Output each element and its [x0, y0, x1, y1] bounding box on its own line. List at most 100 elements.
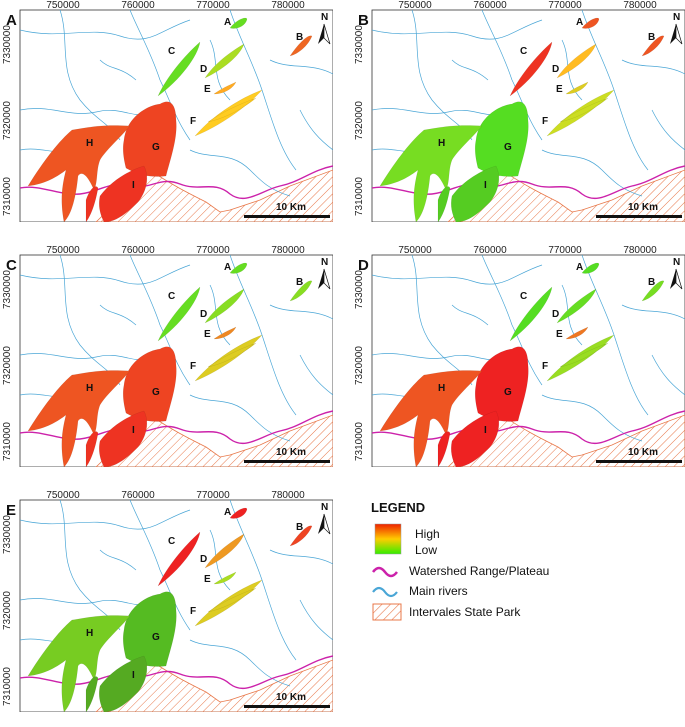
x-tick-label: 780000: [271, 490, 305, 501]
zone-label-e: E: [556, 329, 563, 340]
watershed-line: [20, 410, 333, 445]
x-tick-label: 770000: [196, 490, 230, 501]
river-line: [269, 304, 333, 320]
zone-label-b: B: [648, 32, 655, 43]
zone-label-d: D: [552, 309, 559, 320]
zone-label-i: I: [132, 670, 135, 681]
panel-letter: A: [6, 12, 17, 29]
zone-label-c: C: [520, 291, 527, 302]
river-line: [621, 304, 685, 320]
zone-label-c: C: [168, 46, 175, 57]
x-tick-label: 760000: [473, 245, 507, 256]
river-line: [372, 19, 543, 40]
legend-park: Intervales State Park: [409, 605, 521, 619]
river-line: [299, 109, 333, 151]
river-line: [20, 108, 151, 116]
zone-e: [565, 81, 589, 95]
river-line: [129, 255, 191, 386]
zone-label-d: D: [200, 309, 207, 320]
watershed-line-icon: [372, 566, 398, 578]
zone-b: [289, 35, 313, 57]
legend-low: Low: [415, 543, 438, 557]
north-label: N: [673, 257, 680, 268]
legend-rivers: Main rivers: [409, 584, 468, 598]
map-panel-c: 750000 760000 770000 780000 7330000 7320000 73…: [0, 245, 333, 467]
zone-d: [556, 288, 597, 324]
zone-b: [289, 280, 313, 302]
river-line: [20, 353, 151, 361]
watershed-line: [372, 410, 685, 445]
zone-d: [204, 288, 245, 324]
x-tick-label: 760000: [473, 0, 507, 11]
north-arrow-icon: [670, 23, 683, 45]
zone-label-f: F: [190, 361, 196, 372]
scale-label: 10 Km: [276, 447, 307, 458]
scale-label: 10 Km: [276, 692, 307, 703]
x-tick-label: 770000: [196, 0, 230, 11]
zone-label-e: E: [204, 84, 211, 95]
zone-label-i: I: [484, 180, 487, 191]
scale-bar: [244, 705, 330, 708]
zone-a: [229, 262, 248, 274]
x-tick-label: 780000: [271, 0, 305, 11]
river-line: [189, 149, 291, 197]
zone-label-a: A: [224, 507, 231, 518]
map-frame: A B C DE F G H I N: [371, 254, 685, 467]
zone-label-i: I: [484, 425, 487, 436]
zone-label-a: A: [576, 262, 583, 273]
river-line: [20, 509, 191, 530]
river-line: [372, 353, 503, 361]
zone-label-g: G: [152, 632, 160, 643]
zone-g: [122, 101, 177, 177]
river-line: [481, 255, 543, 386]
zone-label-b: B: [296, 32, 303, 43]
river-line: [20, 264, 191, 285]
river-line: [651, 109, 685, 151]
zone-label-e: E: [204, 329, 211, 340]
river-line: [651, 354, 685, 396]
zone-f: [194, 89, 263, 137]
map-panel-d: 750000 760000 770000 780000 7330000 7320000 73…: [352, 245, 685, 467]
zone-i: [85, 410, 148, 467]
zone-e: [565, 326, 589, 340]
zone-e: [213, 571, 237, 585]
zone-a: [229, 17, 248, 29]
river-line: [621, 59, 685, 75]
watershed-line: [372, 165, 685, 200]
watershed-line: [20, 655, 333, 690]
scale-bar: [244, 460, 330, 463]
scale-label: 10 Km: [628, 202, 659, 213]
scale-bar: [596, 460, 682, 463]
zone-i: [437, 410, 500, 467]
zone-label-d: D: [552, 64, 559, 75]
river-line: [299, 599, 333, 641]
x-tick-label: 770000: [548, 245, 582, 256]
zone-label-a: A: [224, 262, 231, 273]
zone-label-h: H: [86, 138, 93, 149]
legend: LEGEND High Low Watershed Range/Plateau …: [367, 500, 677, 640]
zone-label-f: F: [542, 361, 548, 372]
river-line: [189, 639, 291, 687]
legend-gradient-swatch: [374, 523, 402, 555]
zone-i: [85, 655, 148, 712]
panel-letter: B: [358, 12, 369, 29]
zone-f: [194, 334, 263, 382]
legend-watershed: Watershed Range/Plateau: [409, 564, 550, 578]
x-tick-label: 750000: [46, 490, 80, 501]
north-arrow-icon: [318, 268, 331, 290]
zone-f: [194, 579, 263, 627]
north-arrow-icon: [318, 23, 331, 45]
river-line: [372, 264, 543, 285]
zone-g: [122, 591, 177, 667]
zone-label-h: H: [438, 383, 445, 394]
zone-b: [641, 280, 665, 302]
panel-letter: D: [358, 257, 369, 274]
x-tick-label: 780000: [271, 245, 305, 256]
zone-label-c: C: [168, 536, 175, 547]
river-line: [269, 549, 333, 565]
x-tick-label: 780000: [623, 245, 657, 256]
river-line: [129, 10, 191, 141]
zone-a: [229, 507, 248, 519]
zone-d: [204, 533, 245, 569]
north-arrow-icon: [318, 513, 331, 535]
